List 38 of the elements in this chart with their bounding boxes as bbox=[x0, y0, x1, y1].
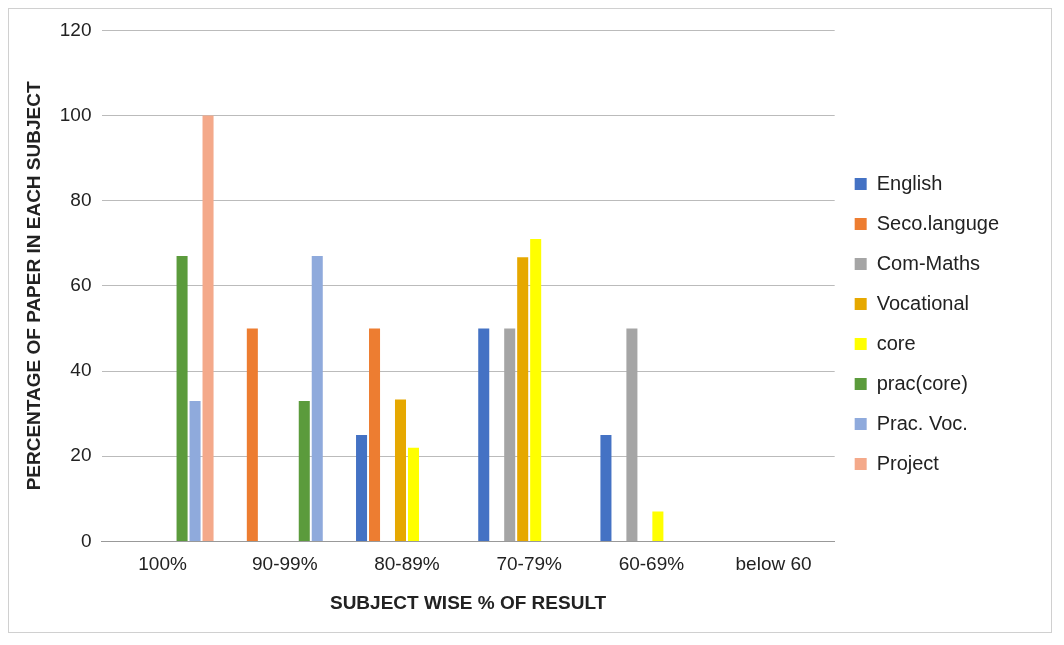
y-axis-title: PERCENTAGE OF PAPER IN EACH SUBJECT bbox=[22, 81, 44, 491]
bar bbox=[394, 399, 407, 541]
bar bbox=[517, 257, 529, 541]
legend-label: Prac. Voc. bbox=[876, 411, 968, 434]
x-tick-label: below 60 bbox=[735, 553, 812, 575]
bar bbox=[530, 239, 542, 541]
x-tick-label: 70-79% bbox=[496, 553, 563, 575]
y-tick-label: 80 bbox=[70, 188, 92, 210]
bar bbox=[246, 328, 258, 541]
bar bbox=[600, 434, 612, 541]
legend-label: Seco.languge bbox=[876, 211, 999, 234]
legend-label: prac(core) bbox=[876, 371, 968, 394]
y-tick-label: 100 bbox=[59, 103, 92, 125]
y-tick-label: 0 bbox=[80, 529, 92, 551]
legend-label: Com-Maths bbox=[876, 251, 981, 274]
x-axis-title: SUBJECT WISE % OF RESULT bbox=[329, 591, 607, 613]
x-tick-label: 90-99% bbox=[252, 553, 318, 575]
legend-label: Project bbox=[876, 451, 940, 474]
y-tick-label: 40 bbox=[70, 359, 92, 381]
legend-label: Vocational bbox=[876, 291, 969, 314]
y-tick-label: 120 bbox=[59, 18, 92, 40]
y-tick-label: 60 bbox=[70, 274, 92, 296]
bar bbox=[356, 434, 368, 541]
bar bbox=[189, 400, 201, 541]
bar bbox=[478, 328, 490, 541]
bar bbox=[202, 115, 214, 541]
legend-label: English bbox=[876, 171, 943, 194]
x-tick-label: 80-89% bbox=[374, 553, 440, 575]
x-tick-label: 100% bbox=[138, 553, 187, 575]
bar bbox=[652, 511, 664, 541]
bar bbox=[176, 256, 188, 541]
bar bbox=[298, 400, 310, 541]
bar bbox=[407, 447, 419, 541]
bar bbox=[311, 256, 323, 541]
legend-label: core bbox=[876, 331, 916, 354]
x-tick-label: 60-69% bbox=[618, 553, 685, 575]
y-tick-label: 20 bbox=[70, 444, 92, 466]
bar bbox=[369, 328, 381, 541]
